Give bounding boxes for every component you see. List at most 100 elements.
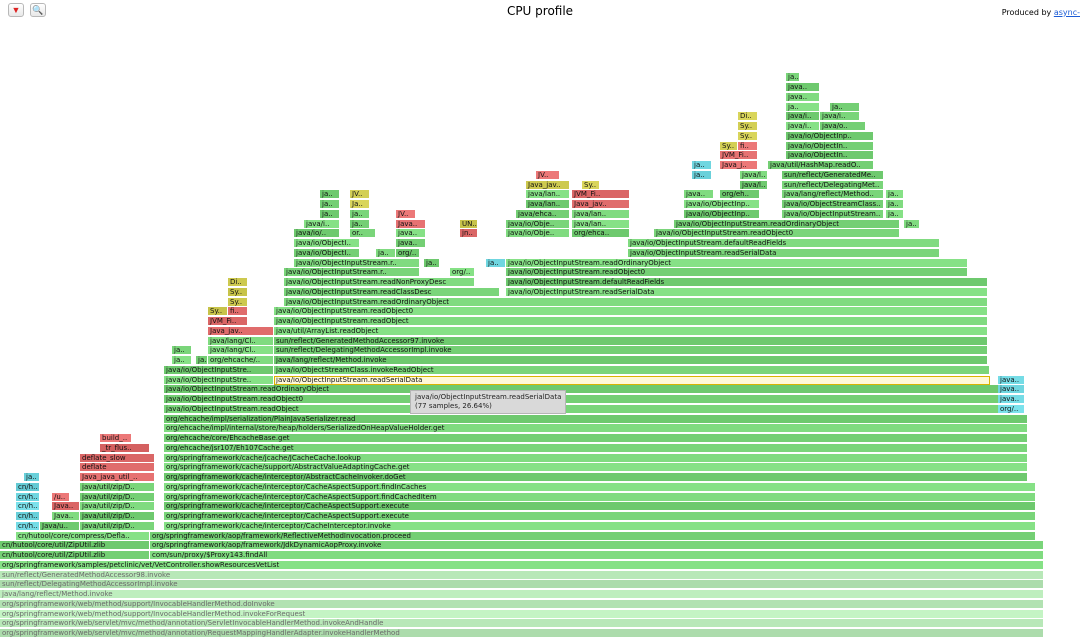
- flame-frame[interactable]: ja..: [904, 219, 920, 229]
- flame-frame[interactable]: org/springframework/cache/jcache/JCacheC…: [164, 453, 1028, 463]
- flame-frame[interactable]: java/io/ObjectInputStream.readObject0: [654, 229, 900, 239]
- flame-frame[interactable]: cn/h..: [16, 482, 40, 492]
- flame-frame[interactable]: java/io/ObjectI..: [294, 239, 360, 248]
- flame-frame[interactable]: java/io/ObjectInputStream.defaultReadFie…: [506, 278, 988, 287]
- flame-frame[interactable]: Java_j..: [720, 161, 758, 170]
- flame-frame[interactable]: cn/h..: [16, 502, 40, 512]
- flame-frame[interactable]: org/..: [450, 268, 475, 278]
- flame-frame[interactable]: sun/reflect/GeneratedMethodAccessor98.in…: [0, 570, 1044, 580]
- flame-frame[interactable]: org/ehcache/..: [208, 356, 274, 365]
- flame-frame[interactable]: jn..: [460, 229, 478, 239]
- flame-frame[interactable]: Java/u..: [40, 521, 80, 531]
- flame-frame[interactable]: java/io/ObjectInputStream.readNonProxyDe…: [284, 278, 475, 287]
- flame-frame[interactable]: java/io/ObjectStreamClass.invokeReadObje…: [274, 365, 990, 375]
- flame-frame[interactable]: java/io/ObjectInputStream.readOrdinaryOb…: [674, 219, 900, 229]
- flame-frame[interactable]: java/io/ObjectInputStream.readOrdinaryOb…: [164, 385, 1000, 395]
- flame-frame[interactable]: org/springframework/cache/interceptor/Ca…: [164, 492, 1036, 502]
- flame-frame[interactable]: java/lang/Cl..: [208, 336, 274, 346]
- flame-frame[interactable]: java/lang/reflect/Method..: [782, 190, 884, 200]
- flame-frame[interactable]: Sy..: [228, 287, 248, 297]
- flame-frame[interactable]: java..: [998, 395, 1025, 404]
- flame-frame[interactable]: org/springframework/cache/interceptor/Ca…: [164, 482, 1036, 492]
- flame-frame[interactable]: java/io/ObjectInputStream.readSerialData: [274, 375, 990, 385]
- flame-frame[interactable]: java/io/ObjectInputStream.readOrdinaryOb…: [284, 297, 988, 307]
- flame-frame[interactable]: Java..: [52, 502, 80, 512]
- flame-frame[interactable]: java/io/ObjectInputStream..: [782, 209, 884, 219]
- flame-frame[interactable]: java..: [998, 385, 1025, 395]
- flame-frame[interactable]: java/io/ObjectInputStream.readOrdinaryOb…: [506, 258, 968, 268]
- flame-frame[interactable]: org/springframework/samples/petclinic/ve…: [0, 560, 1044, 570]
- flame-frame[interactable]: java/l..: [740, 180, 768, 190]
- flame-frame[interactable]: ja..: [886, 200, 904, 209]
- flame-frame[interactable]: java..: [684, 190, 714, 200]
- flame-frame[interactable]: ja..: [24, 473, 40, 482]
- flame-frame[interactable]: java/io/ObjectInputStre..: [164, 365, 274, 375]
- flame-frame[interactable]: java/util/ArrayList.readObject: [274, 326, 988, 336]
- flame-frame[interactable]: java/io/ObjectInputStream.defaultReadFie…: [628, 239, 940, 248]
- flame-frame[interactable]: java/io/ObjectInp..: [684, 200, 760, 209]
- flame-frame[interactable]: JVM_Fi..: [208, 317, 248, 326]
- flame-frame[interactable]: Java_jav..: [208, 326, 274, 336]
- flame-frame[interactable]: com/sun/proxy/$Proxy143.findAll: [150, 551, 1044, 560]
- flame-frame[interactable]: JV..: [396, 209, 416, 219]
- flame-frame[interactable]: java/lan..: [572, 219, 630, 229]
- flame-frame[interactable]: org/ehcache/core/EhcacheBase.get: [164, 434, 1028, 443]
- flame-frame[interactable]: org/springframework/web/method/support/I…: [0, 599, 1044, 609]
- flame-frame[interactable]: /u..: [52, 492, 70, 502]
- flame-frame[interactable]: java/i..: [786, 112, 820, 122]
- flame-frame[interactable]: cn/h..: [16, 492, 40, 502]
- flame-frame[interactable]: Sy..: [228, 297, 248, 307]
- flame-frame[interactable]: Sy..: [582, 180, 600, 190]
- flame-frame[interactable]: cn/hutool/core/compress/Defla..: [16, 531, 150, 541]
- flame-frame[interactable]: java/io/ObjectInputStream.readObject: [274, 317, 988, 326]
- flame-frame[interactable]: cn/h..: [16, 521, 40, 531]
- flame-frame[interactable]: _tr_flus..: [100, 443, 150, 453]
- flame-frame[interactable]: ja..: [376, 248, 396, 258]
- flame-frame[interactable]: ja..: [320, 200, 340, 209]
- flame-frame[interactable]: java/o..: [820, 122, 866, 131]
- flame-frame[interactable]: java/io/ObjectStreamClass..: [782, 200, 884, 209]
- flame-frame[interactable]: org/springframework/cache/interceptor/Ca…: [164, 512, 1036, 521]
- flame-frame[interactable]: java/lang/reflect/Method.invoke: [0, 590, 1044, 599]
- flame-frame[interactable]: java/ehca..: [516, 209, 570, 219]
- flame-frame[interactable]: Sy..: [738, 122, 758, 131]
- flame-frame[interactable]: ja..: [320, 209, 340, 219]
- flame-frame[interactable]: org/springframework/web/method/support/I…: [0, 609, 1044, 619]
- flame-frame[interactable]: org/springframework/cache/interceptor/Ca…: [164, 521, 1036, 531]
- flame-frame[interactable]: java/io/ObjectInputStream.readObject0: [506, 268, 968, 278]
- flame-frame[interactable]: java/io/Obje..: [506, 219, 570, 229]
- flame-frame[interactable]: ja..: [172, 346, 192, 356]
- flame-frame[interactable]: java/io/ObjectInputStream.readSerialData: [506, 287, 988, 297]
- flame-frame[interactable]: org/springframework/cache/interceptor/Ca…: [164, 502, 1036, 512]
- flame-frame[interactable]: java/util/zip/D..: [80, 492, 155, 502]
- flame-frame[interactable]: ja..: [786, 73, 800, 83]
- flame-frame[interactable]: java..: [396, 229, 426, 239]
- flame-frame[interactable]: java/io/ObjectInputStream.readClassDesc: [284, 287, 500, 297]
- flame-frame[interactable]: java/io/ObjectInputStream.r..: [294, 258, 420, 268]
- flame-frame[interactable]: Di..: [228, 278, 248, 287]
- flame-frame[interactable]: sun/reflect/GeneratedMethodAccessor97.in…: [274, 336, 988, 346]
- flame-frame[interactable]: ja..: [692, 161, 712, 170]
- flame-frame[interactable]: org/springframework/aop/framework/Reflec…: [150, 531, 1036, 541]
- flame-frame[interactable]: java/io/ObjectIn..: [786, 141, 874, 151]
- flame-frame[interactable]: java/io/ObjectInputStream.readSerialData: [628, 248, 940, 258]
- flame-frame[interactable]: org/springframework/web/servlet/mvc/meth…: [0, 629, 1044, 638]
- flame-frame[interactable]: org/ehcache/impl/serialization/PlainJava…: [164, 414, 1028, 424]
- flame-frame[interactable]: java/util/zip/D..: [80, 521, 155, 531]
- flame-frame[interactable]: Sy..: [738, 131, 758, 141]
- flame-frame[interactable]: deflate_slow: [80, 453, 155, 463]
- flame-frame[interactable]: java/lang/Cl..: [208, 346, 274, 356]
- flame-frame[interactable]: java/io/ObjectI..: [294, 248, 360, 258]
- flame-frame[interactable]: ja..: [424, 258, 440, 268]
- flame-frame[interactable]: java..: [396, 239, 426, 248]
- async-profiler-link[interactable]: async-: [1053, 8, 1080, 17]
- flame-frame[interactable]: Java_jav..: [526, 180, 570, 190]
- flame-frame[interactable]: org/springframework/web/servlet/mvc/meth…: [0, 619, 1044, 629]
- flame-frame[interactable]: org/springframework/cache/interceptor/Ab…: [164, 473, 1028, 482]
- flame-frame[interactable]: java/lang/reflect/Method.invoke: [274, 356, 988, 365]
- flame-frame[interactable]: org/..: [998, 404, 1025, 414]
- flame-frame[interactable]: java/l..: [740, 170, 768, 180]
- flame-frame[interactable]: java/lan..: [526, 190, 570, 200]
- flame-frame[interactable]: java/io/ObjectInputStre..: [164, 375, 274, 385]
- flame-frame[interactable]: sun/reflect/DelegatingMethodAccessorImpl…: [274, 346, 988, 356]
